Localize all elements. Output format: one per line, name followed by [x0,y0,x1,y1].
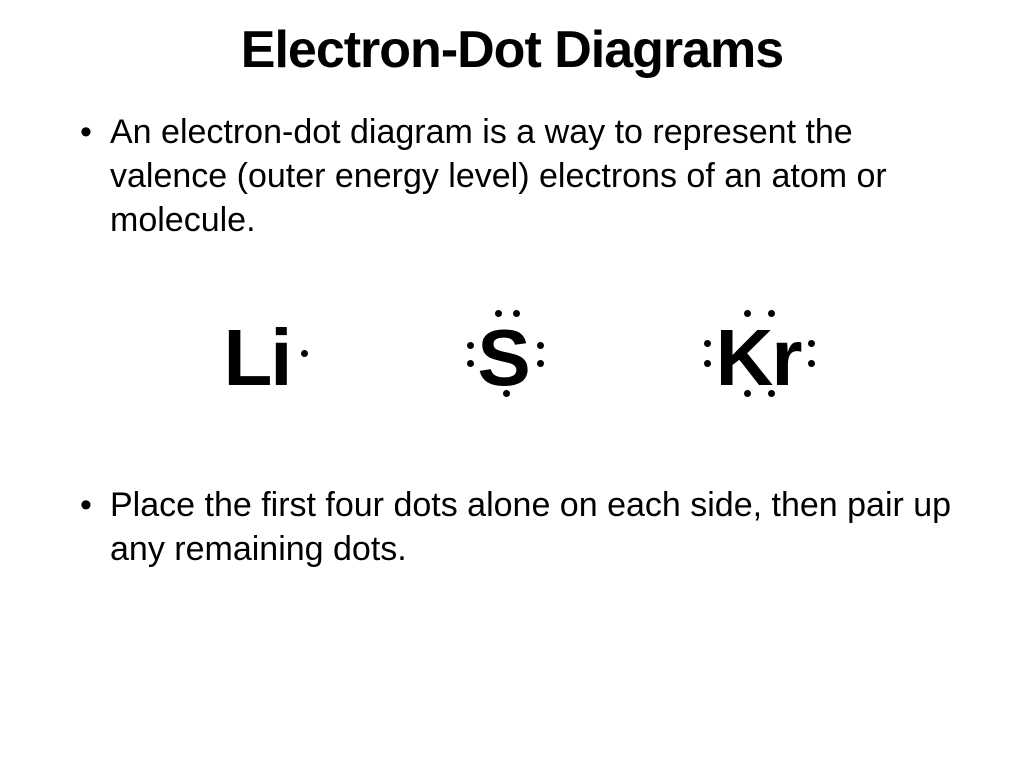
atom-symbol: S [477,313,528,402]
atom-s: S [477,312,528,404]
electron-dot [768,390,775,397]
atom-kr: Kr [716,312,801,404]
electron-dot [537,360,544,367]
atom-li: Li [223,312,290,404]
electron-dot [467,360,474,367]
bullet-item-2: Place the first four dots alone on each … [80,483,974,571]
bullet-list: Place the first four dots alone on each … [50,483,974,571]
electron-dot [301,350,308,357]
electron-dot [513,310,520,317]
electron-dot [495,310,502,317]
electron-dot [503,390,510,397]
atom-symbol: Kr [716,313,801,402]
slide-title: Electron-Dot Diagrams [50,20,974,80]
electron-dot [768,310,775,317]
electron-dot [744,310,751,317]
electron-dot [704,340,711,347]
atom-symbol: Li [223,313,290,402]
bullet-list: An electron-dot diagram is a way to repr… [50,110,974,243]
bullet-item-1: An electron-dot diagram is a way to repr… [80,110,974,243]
electron-dot [537,342,544,349]
electron-dot [467,342,474,349]
electron-dot [704,360,711,367]
diagram-row: Li S Kr [130,283,894,433]
slide: Electron-Dot Diagrams An electron-dot di… [0,0,1024,768]
electron-dot [744,390,751,397]
electron-dot [808,360,815,367]
electron-dot [808,340,815,347]
